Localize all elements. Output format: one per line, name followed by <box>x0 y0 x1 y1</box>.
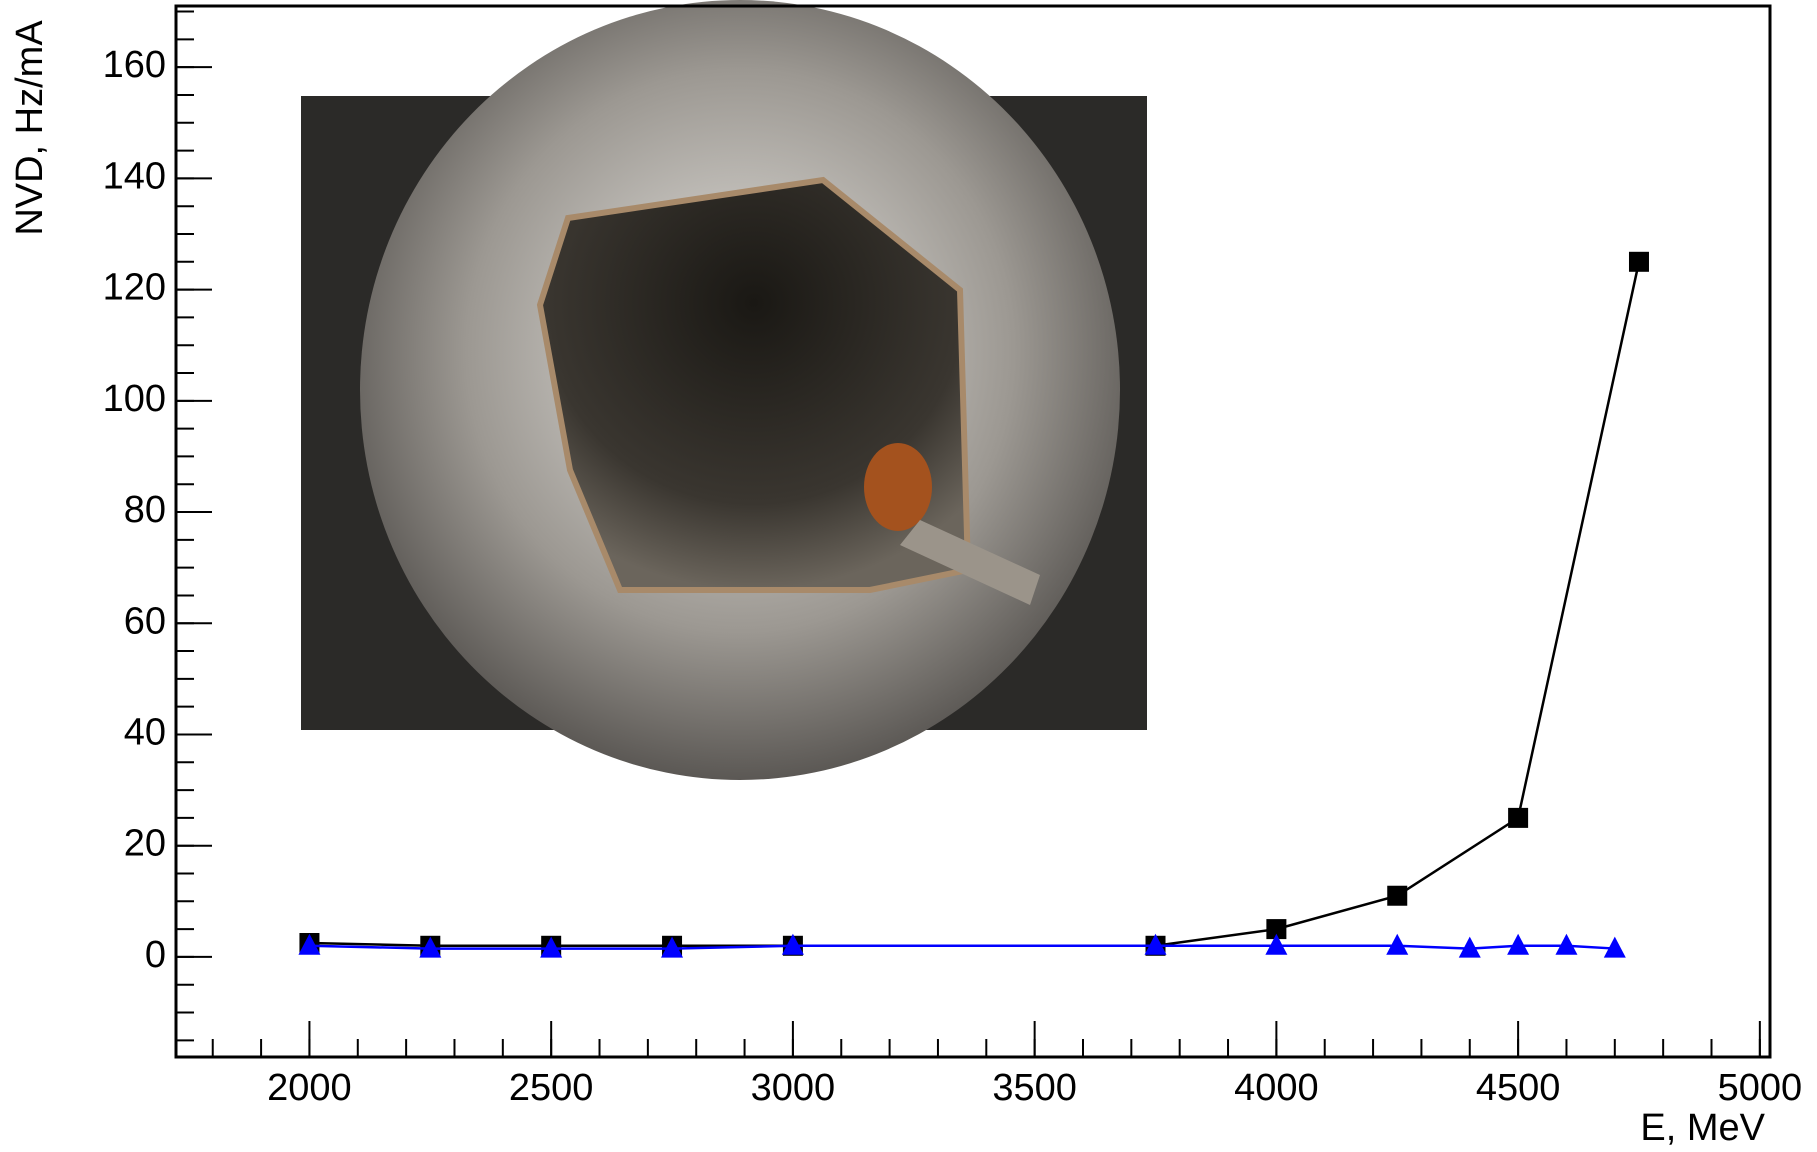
y-tick-label: 0 <box>145 934 166 976</box>
triangle-marker <box>1386 934 1408 955</box>
triangle-marker <box>1507 934 1529 955</box>
page: E, MeV NVD, Hz/mA 2000 2500 3000 3500 4000 45… <box>0 0 1817 1152</box>
y-tick-label: 40 <box>124 712 166 754</box>
x-tick-label: 4500 <box>1476 1067 1561 1109</box>
square-marker <box>1629 252 1649 272</box>
x-tick-label: 2000 <box>267 1067 352 1109</box>
y-tick-label: 120 <box>103 267 166 309</box>
x-tick-label: 5000 <box>1718 1067 1803 1109</box>
y-tick-label: 100 <box>103 378 166 420</box>
y-tick-label: 160 <box>103 44 166 86</box>
x-tick-label: 3000 <box>751 1067 836 1109</box>
square-marker <box>1508 808 1528 828</box>
y-tick-label: 140 <box>103 155 166 197</box>
square-marker <box>1387 886 1407 906</box>
inset-photo <box>301 0 1147 780</box>
y-tick-label: 60 <box>124 600 166 642</box>
triangle-marker <box>1555 934 1577 955</box>
y-tick-label: 20 <box>124 823 166 865</box>
y-axis-label: NVD, Hz/mA <box>9 20 51 236</box>
chart: E, MeV NVD, Hz/mA 2000 2500 3000 3500 4000 45… <box>0 0 1817 1152</box>
x-tick-label: 4000 <box>1234 1067 1319 1109</box>
y-tick-label: 80 <box>124 489 166 531</box>
x-axis-label: E, MeV <box>1640 1107 1765 1149</box>
x-tick-label: 3500 <box>992 1067 1077 1109</box>
x-tick-label: 2500 <box>509 1067 594 1109</box>
